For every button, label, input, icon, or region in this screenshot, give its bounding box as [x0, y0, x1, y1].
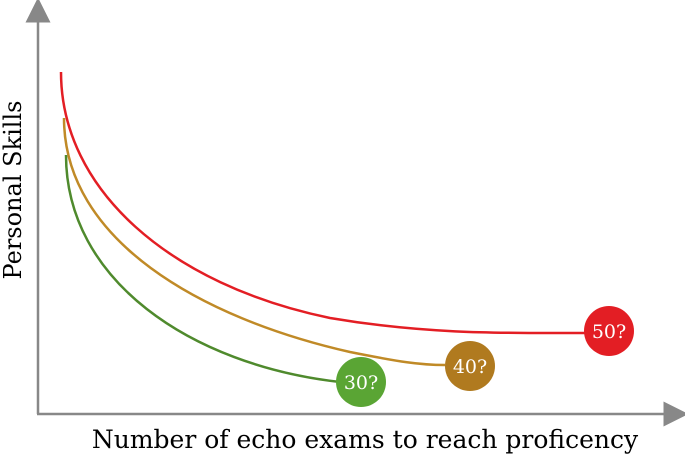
marker-30: 30?: [336, 357, 386, 407]
x-axis-label: Number of echo exams to reach proficency: [92, 425, 639, 454]
curve-40: [62, 117, 446, 367]
marker-40-circle: [445, 341, 495, 391]
curve-50: [59, 71, 587, 335]
marker-40-label: 40?: [453, 356, 487, 378]
marker-50-circle: [584, 306, 634, 356]
marker-50: 50?: [584, 306, 634, 356]
marker-40: 40?: [445, 341, 495, 391]
curve-30: [64, 154, 341, 384]
marker-30-label: 30?: [344, 372, 378, 394]
marker-50-label: 50?: [592, 321, 626, 343]
y-axis-label: Personal Skills: [0, 101, 27, 280]
marker-30-circle: [336, 357, 386, 407]
